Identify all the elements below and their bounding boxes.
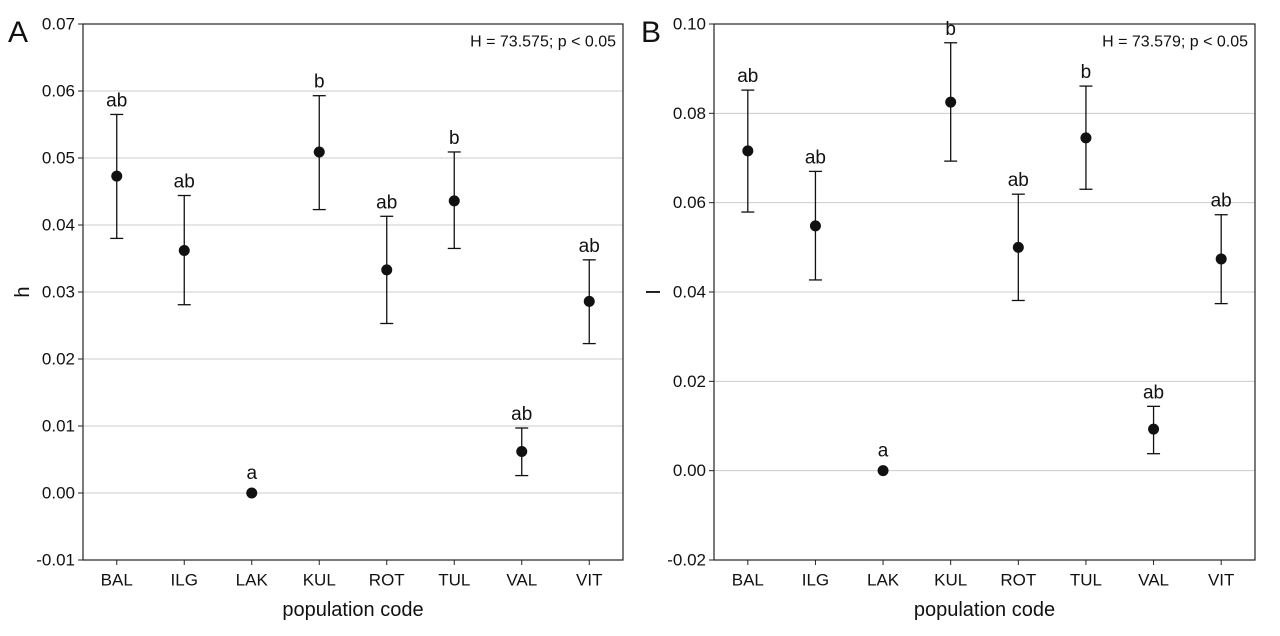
x-tick-label: VIT — [1208, 571, 1234, 590]
y-tick-label: 0.02 — [42, 350, 75, 369]
y-tick-label: -0.01 — [36, 551, 75, 570]
significance-letter: b — [314, 72, 325, 93]
stat-annotation: H = 73.579; p < 0.05 — [1102, 34, 1248, 51]
significance-letter: ab — [1143, 382, 1164, 403]
data-point — [516, 445, 528, 457]
significance-letter: ab — [376, 192, 397, 213]
data-point — [1215, 253, 1227, 265]
x-tick-label: KUL — [303, 571, 336, 590]
data-point — [313, 146, 325, 158]
x-tick-label: VAL — [506, 571, 537, 590]
x-tick-label: BAL — [101, 571, 133, 590]
data-point — [945, 96, 957, 108]
data-point — [583, 295, 595, 307]
panel-label: A — [8, 16, 28, 49]
x-tick-label: KUL — [934, 571, 967, 590]
data-point — [111, 170, 123, 182]
y-tick-label: 0.10 — [673, 15, 706, 34]
data-point — [1080, 132, 1092, 144]
x-tick-label: ROT — [1000, 571, 1036, 590]
significance-letter: ab — [511, 404, 532, 425]
significance-letter: ab — [1211, 191, 1232, 212]
y-tick-label: 0.07 — [42, 15, 75, 34]
y-axis-title: I — [643, 289, 665, 295]
significance-letter: a — [878, 441, 889, 462]
x-tick-label: ILG — [802, 571, 829, 590]
significance-letter: b — [449, 128, 460, 149]
y-tick-label: 0.05 — [42, 149, 75, 168]
y-tick-label: 0.00 — [673, 461, 706, 480]
plot-frame — [713, 23, 1256, 561]
panel-label: B — [641, 16, 661, 49]
x-tick-label: TUL — [438, 571, 470, 590]
x-tick-label: ILG — [171, 571, 198, 590]
data-point — [448, 195, 460, 207]
x-tick-label: VIT — [576, 571, 602, 590]
x-tick-label: BAL — [732, 571, 764, 590]
y-tick-label: 0.08 — [673, 104, 706, 123]
y-tick-label: -0.02 — [667, 551, 706, 570]
data-point — [742, 145, 754, 157]
x-tick-label: LAK — [236, 571, 269, 590]
significance-letter: ab — [579, 236, 600, 257]
significance-letter: ab — [737, 66, 758, 87]
x-tick-label: LAK — [867, 571, 900, 590]
x-axis-title: population code — [914, 599, 1055, 621]
significance-letter: ab — [174, 172, 195, 193]
stat-annotation: H = 73.575; p < 0.05 — [470, 34, 616, 51]
x-tick-label: ROT — [369, 571, 405, 590]
significance-letter: ab — [1008, 170, 1029, 191]
y-tick-label: 0.04 — [673, 283, 706, 302]
significance-letter: ab — [805, 147, 826, 168]
y-tick-label: 0.01 — [42, 417, 75, 436]
significance-letter: ab — [106, 90, 127, 111]
plot-frame — [82, 23, 624, 561]
data-point — [1148, 423, 1160, 435]
y-tick-label: 0.03 — [42, 283, 75, 302]
data-point — [877, 465, 889, 477]
significance-letter: a — [246, 463, 257, 484]
x-tick-label: TUL — [1070, 571, 1102, 590]
data-point — [178, 244, 190, 256]
significance-letter: b — [1081, 62, 1092, 83]
data-point — [246, 487, 258, 499]
y-tick-label: 0.02 — [673, 372, 706, 391]
y-tick-label: 0.06 — [42, 82, 75, 101]
data-point — [809, 220, 821, 232]
significance-letter: b — [945, 19, 956, 40]
data-point — [1012, 241, 1024, 253]
y-tick-label: 0.04 — [42, 216, 75, 235]
data-point — [381, 264, 393, 276]
x-axis-title: population code — [282, 599, 423, 621]
y-tick-label: 0.06 — [673, 193, 706, 212]
y-tick-label: 0.00 — [42, 484, 75, 503]
x-tick-label: VAL — [1138, 571, 1169, 590]
y-axis-title: h — [12, 286, 34, 297]
